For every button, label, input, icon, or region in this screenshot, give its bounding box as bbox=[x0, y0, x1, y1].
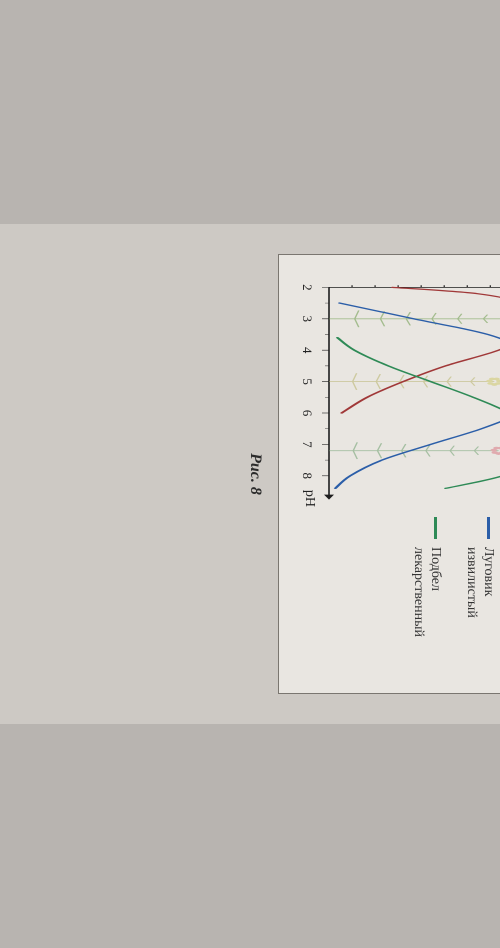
x-axis-label: pH bbox=[301, 490, 317, 507]
page-root: растений по отношению к кислотности ... … bbox=[0, 224, 500, 724]
x-tick-label: 2 bbox=[299, 284, 315, 291]
legend: Мох сфагнум Луговикизвилистый Подбеллека… bbox=[391, 517, 500, 677]
x-tick-label: 8 bbox=[299, 473, 315, 480]
legend-swatch-2 bbox=[434, 517, 437, 539]
figure-caption: Рис. 8 bbox=[246, 254, 264, 694]
legend-label-1: Луговикизвилистый bbox=[462, 547, 497, 618]
legend-swatch-1 bbox=[487, 517, 490, 539]
x-tick-label: 5 bbox=[299, 378, 315, 385]
x-tick-label: 7 bbox=[299, 441, 315, 448]
figure-frame: Рост pH 2345678 Мох сфагнум Луговикизвил… bbox=[278, 254, 500, 694]
x-tick-label: 3 bbox=[299, 316, 315, 323]
x-tick-label: 6 bbox=[299, 410, 315, 417]
legend-label-2: Подбеллекарственный bbox=[409, 547, 444, 637]
chart-area: Рост pH 2345678 bbox=[293, 269, 500, 503]
legend-item-1: Луговикизвилистый bbox=[462, 517, 497, 677]
legend-item-2: Подбеллекарственный bbox=[409, 517, 444, 677]
x-tick-label: 4 bbox=[299, 347, 315, 354]
chart-svg bbox=[293, 269, 500, 503]
